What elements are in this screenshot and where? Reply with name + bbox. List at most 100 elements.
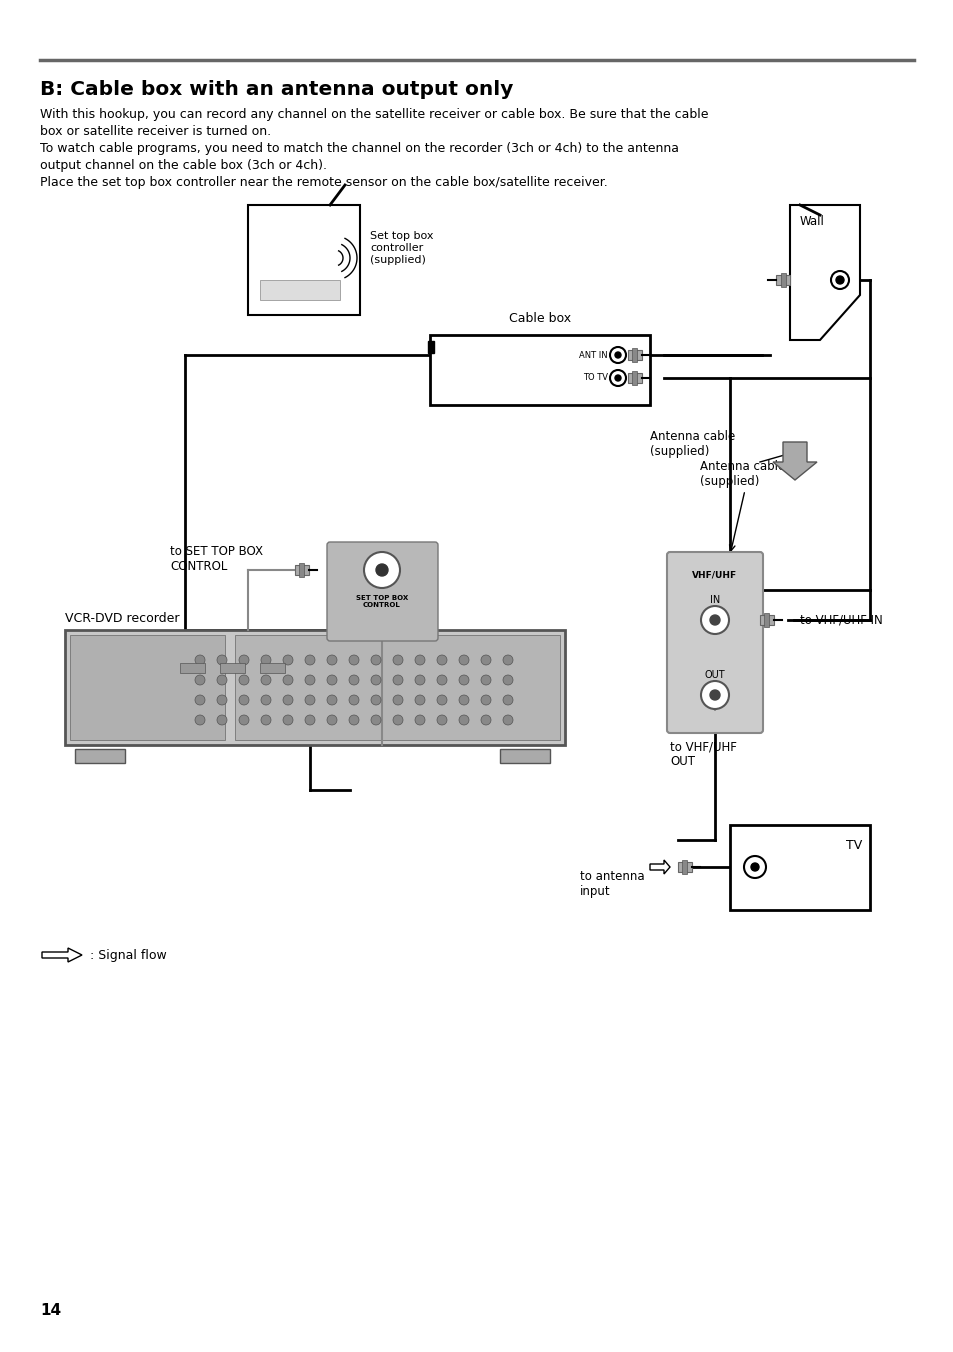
Circle shape <box>615 352 620 358</box>
Circle shape <box>480 695 491 704</box>
Circle shape <box>349 715 358 725</box>
FancyBboxPatch shape <box>327 542 437 641</box>
Bar <box>499 749 550 763</box>
Circle shape <box>216 715 227 725</box>
Circle shape <box>239 675 249 685</box>
Circle shape <box>371 654 380 665</box>
Bar <box>70 635 225 740</box>
FancyBboxPatch shape <box>666 552 762 733</box>
Circle shape <box>216 675 227 685</box>
Text: : Signal flow: : Signal flow <box>90 949 167 961</box>
Circle shape <box>261 654 271 665</box>
Circle shape <box>393 695 402 704</box>
Circle shape <box>436 675 447 685</box>
Circle shape <box>436 695 447 704</box>
Text: TO TV: TO TV <box>582 373 607 383</box>
Circle shape <box>480 715 491 725</box>
Circle shape <box>458 715 469 725</box>
Bar <box>627 373 641 383</box>
Circle shape <box>371 675 380 685</box>
Text: SET TOP BOX
CONTROL: SET TOP BOX CONTROL <box>355 595 408 608</box>
Circle shape <box>305 675 314 685</box>
Circle shape <box>393 654 402 665</box>
Circle shape <box>327 715 336 725</box>
Bar <box>298 562 304 577</box>
Circle shape <box>436 654 447 665</box>
Text: to SET TOP BOX
CONTROL: to SET TOP BOX CONTROL <box>170 545 263 573</box>
Circle shape <box>458 654 469 665</box>
Circle shape <box>261 695 271 704</box>
Bar <box>681 860 686 873</box>
Text: box or satellite receiver is turned on.: box or satellite receiver is turned on. <box>40 124 271 138</box>
Bar <box>781 273 785 287</box>
Circle shape <box>502 675 513 685</box>
Bar <box>248 206 359 315</box>
Circle shape <box>327 695 336 704</box>
Bar <box>430 335 649 406</box>
Circle shape <box>364 552 399 588</box>
Bar <box>775 274 789 285</box>
Text: Antenna cable
(supplied): Antenna cable (supplied) <box>649 430 735 458</box>
Bar <box>760 615 773 625</box>
Text: B: Cable box with an antenna output only: B: Cable box with an antenna output only <box>40 80 513 99</box>
Text: TV: TV <box>845 840 862 852</box>
Circle shape <box>349 695 358 704</box>
Circle shape <box>283 695 293 704</box>
Circle shape <box>216 695 227 704</box>
Bar <box>627 350 641 360</box>
Bar <box>729 825 869 910</box>
Text: output channel on the cable box (3ch or 4ch).: output channel on the cable box (3ch or … <box>40 160 327 172</box>
Bar <box>65 630 564 745</box>
Circle shape <box>480 675 491 685</box>
Text: With this hookup, you can record any channel on the satellite receiver or cable : With this hookup, you can record any cha… <box>40 108 708 120</box>
Circle shape <box>393 715 402 725</box>
Circle shape <box>305 695 314 704</box>
Text: Antenna cable
(supplied): Antenna cable (supplied) <box>700 460 784 488</box>
Text: VCR-DVD recorder: VCR-DVD recorder <box>65 612 179 625</box>
Text: to antenna
input: to antenna input <box>579 869 644 898</box>
Bar <box>260 662 285 673</box>
Circle shape <box>750 863 759 871</box>
Circle shape <box>239 695 249 704</box>
Circle shape <box>393 675 402 685</box>
Circle shape <box>700 681 728 708</box>
Text: Set top box
controller
(supplied): Set top box controller (supplied) <box>370 231 433 265</box>
Circle shape <box>375 564 388 576</box>
Text: Place the set top box controller near the remote sensor on the cable box/satelli: Place the set top box controller near th… <box>40 176 607 189</box>
Circle shape <box>194 675 205 685</box>
Text: OUT: OUT <box>704 671 724 680</box>
Bar <box>220 662 245 673</box>
Circle shape <box>458 675 469 685</box>
Circle shape <box>830 270 848 289</box>
Bar <box>234 635 559 740</box>
Circle shape <box>283 715 293 725</box>
Circle shape <box>415 715 424 725</box>
Circle shape <box>502 715 513 725</box>
Polygon shape <box>789 206 859 339</box>
Bar <box>428 341 434 353</box>
Circle shape <box>261 675 271 685</box>
Circle shape <box>327 675 336 685</box>
Circle shape <box>835 276 843 284</box>
Text: To watch cable programs, you need to match the channel on the recorder (3ch or 4: To watch cable programs, you need to mat… <box>40 142 679 155</box>
Bar <box>631 370 637 385</box>
Circle shape <box>609 347 625 362</box>
Bar <box>678 863 691 872</box>
Circle shape <box>371 695 380 704</box>
Circle shape <box>283 675 293 685</box>
Polygon shape <box>772 442 816 480</box>
Text: IN: IN <box>709 595 720 604</box>
Circle shape <box>194 654 205 665</box>
Text: VHF/UHF: VHF/UHF <box>692 571 737 579</box>
Circle shape <box>502 654 513 665</box>
Circle shape <box>216 654 227 665</box>
Bar <box>631 347 637 362</box>
Circle shape <box>239 654 249 665</box>
Text: to VHF/UHF
OUT: to VHF/UHF OUT <box>669 740 736 768</box>
Circle shape <box>261 715 271 725</box>
Circle shape <box>239 715 249 725</box>
Circle shape <box>194 715 205 725</box>
Bar <box>75 749 125 763</box>
Circle shape <box>327 654 336 665</box>
Text: Cable box: Cable box <box>508 312 571 324</box>
